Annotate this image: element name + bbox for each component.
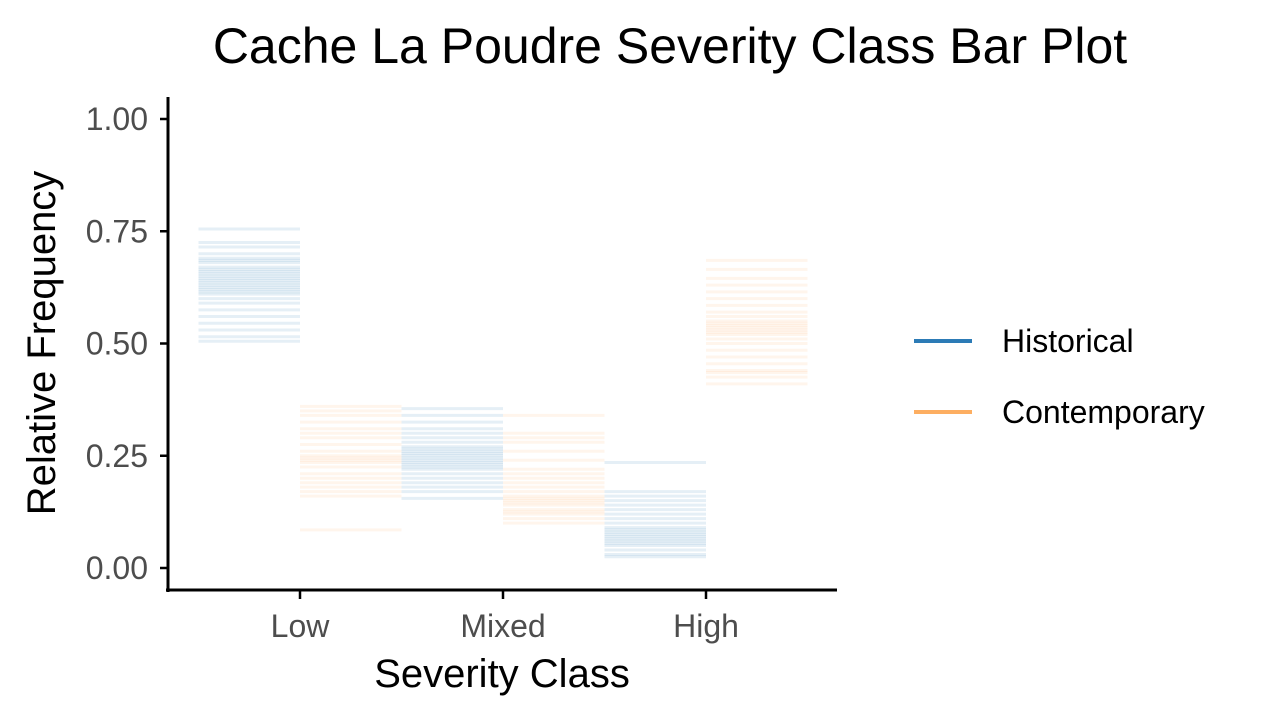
legend-label-contemporary: Contemporary — [1002, 394, 1205, 430]
y-tick-label: 0.00 — [86, 550, 148, 586]
x-axis-ticks: Low Mixed High — [271, 590, 739, 644]
y-tick-label: 0.25 — [86, 438, 148, 474]
y-tick-label: 0.75 — [86, 213, 148, 249]
x-tick-label: Mixed — [460, 608, 545, 644]
y-axis-title: Relative Frequency — [20, 171, 64, 516]
y-tick-label: 1.00 — [86, 101, 148, 137]
series-contemporary — [300, 258, 808, 532]
chart-marks — [198, 227, 808, 559]
legend: Historical Contemporary — [914, 323, 1205, 430]
series-historical — [198, 227, 706, 559]
x-tick-label: Low — [271, 608, 331, 644]
chart-title: Cache La Poudre Severity Class Bar Plot — [213, 18, 1127, 74]
legend-label-historical: Historical — [1002, 323, 1134, 359]
y-tick-label: 0.50 — [86, 326, 148, 362]
x-axis-title: Severity Class — [374, 652, 630, 696]
y-axis-ticks: 0.00 0.25 0.50 0.75 1.00 — [86, 101, 168, 586]
x-tick-label: High — [673, 608, 739, 644]
